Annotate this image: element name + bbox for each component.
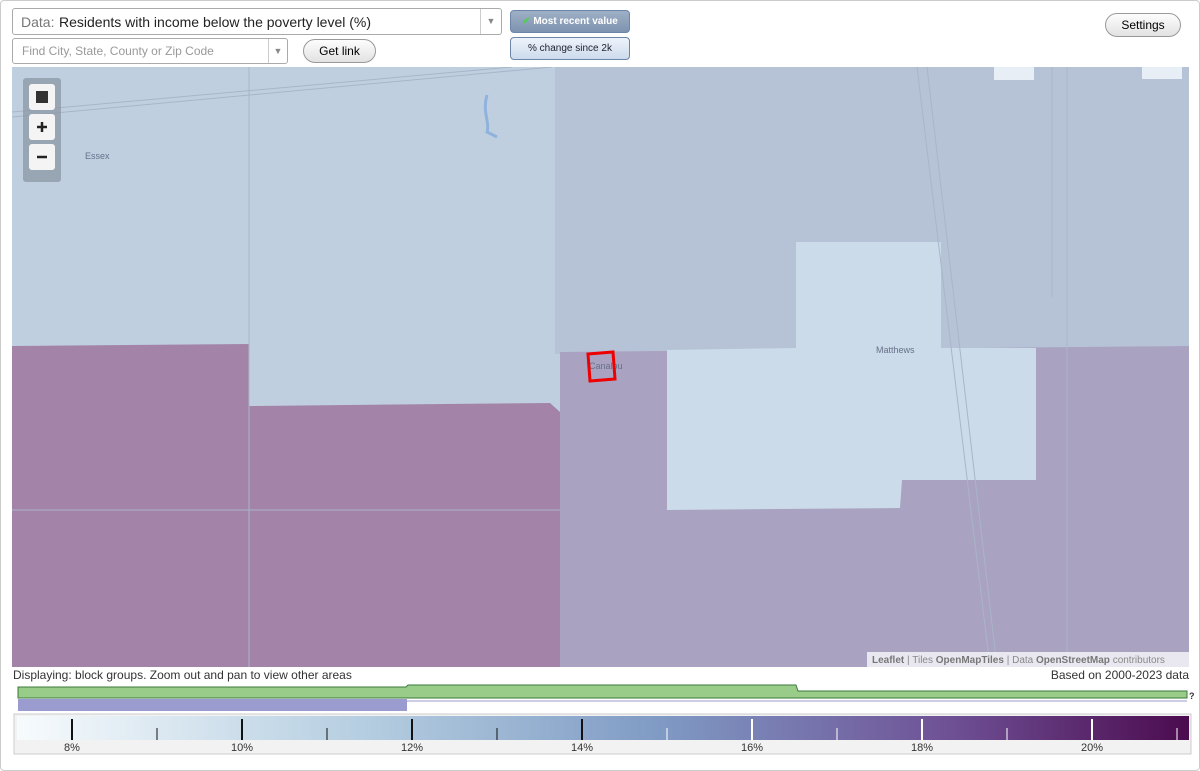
attribution: Leaflet | Tiles OpenMapTiles | Data Open… (872, 655, 1165, 666)
legend-label: 12% (401, 742, 423, 754)
map-region (12, 344, 560, 667)
settings-button[interactable]: Settings (1105, 13, 1181, 37)
fullscreen-icon (36, 91, 48, 103)
legend: ? 8% 10% 12% 14% 16% 18% 20% (13, 684, 1195, 755)
data-prefix: Data: (21, 14, 55, 30)
data-select[interactable]: Data: Residents with income below the po… (12, 8, 502, 35)
place-label: Matthews (876, 345, 915, 355)
color-scale (17, 716, 1189, 740)
attribution-text: contributors (1113, 655, 1165, 666)
attribution-link[interactable]: Leaflet (872, 655, 905, 666)
attribution-text: | (907, 655, 910, 666)
dropdown-arrow: ▼ (480, 9, 501, 34)
map[interactable]: Essex Matthews Canalou Leaflet | Tiles O… (12, 67, 1189, 667)
place-label: Essex (85, 151, 110, 161)
help-icon[interactable]: ? (1189, 691, 1195, 701)
data-years-note: Based on 2000-2023 data (1050, 668, 1189, 682)
attribution-link[interactable]: OpenMapTiles (936, 655, 1005, 666)
search-box[interactable]: Find City, State, County or Zip Code ▼ (12, 38, 288, 64)
legend-label: 14% (571, 742, 593, 754)
displaying-note: Displaying: block groups. Zoom out and p… (13, 668, 352, 682)
attribution-text: Tiles (912, 655, 933, 666)
selected-area[interactable] (586, 350, 617, 383)
roads (12, 67, 1068, 667)
toggle-recent[interactable]: ✔ Most recent value (510, 10, 630, 33)
dropdown-arrow: ▼ (268, 39, 287, 63)
map-region (555, 67, 1189, 354)
get-link-button[interactable]: Get link (303, 39, 376, 63)
legend-label: 20% (1081, 742, 1103, 754)
legend-label: 16% (741, 742, 763, 754)
distribution-bar (17, 684, 1188, 699)
legend-label: 8% (64, 742, 80, 754)
map-region (994, 67, 1034, 80)
legend-label: 18% (911, 742, 933, 754)
toggle-change[interactable]: % change since 2k (510, 37, 630, 60)
selection-bar (18, 699, 407, 711)
search-placeholder: Find City, State, County or Zip Code (22, 44, 214, 58)
data-select-value: Residents with income below the poverty … (59, 14, 372, 30)
place-label: Canalou (589, 361, 623, 371)
river (483, 94, 498, 139)
legend-label: 10% (231, 742, 253, 754)
attribution-link[interactable]: OpenStreetMap (1036, 655, 1110, 666)
toggle-recent-label: Most recent value (533, 16, 618, 27)
map-region (1142, 67, 1182, 79)
map-region (667, 242, 1036, 510)
attribution-text: | Data (1007, 655, 1034, 666)
attribution-bg (867, 652, 1189, 667)
zoom-in-icon (37, 122, 47, 132)
